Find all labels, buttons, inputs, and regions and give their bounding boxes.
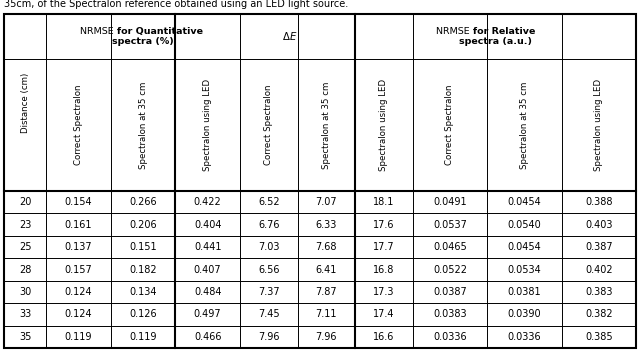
- Text: 0.0540: 0.0540: [508, 220, 541, 230]
- Text: 0.0336: 0.0336: [433, 332, 467, 342]
- Text: 0.383: 0.383: [585, 287, 612, 297]
- Text: Correct Spectralon: Correct Spectralon: [264, 85, 273, 165]
- Text: 0.0390: 0.0390: [508, 309, 541, 319]
- Text: for Relative: for Relative: [472, 27, 535, 36]
- Text: 0.466: 0.466: [194, 332, 221, 342]
- Text: 0.0454: 0.0454: [508, 197, 541, 207]
- Text: Spectralon using LED: Spectralon using LED: [595, 79, 604, 171]
- Text: 16.8: 16.8: [373, 264, 395, 275]
- Text: 23: 23: [19, 220, 31, 230]
- Text: 6.33: 6.33: [316, 220, 337, 230]
- Text: 0.402: 0.402: [585, 264, 612, 275]
- Text: Spectralon at 35 cm: Spectralon at 35 cm: [520, 81, 529, 169]
- Text: 0.0381: 0.0381: [508, 287, 541, 297]
- Text: 33: 33: [19, 309, 31, 319]
- Text: 0.0336: 0.0336: [508, 332, 541, 342]
- Text: 0.182: 0.182: [129, 264, 157, 275]
- Text: 0.385: 0.385: [585, 332, 612, 342]
- Text: Spectralon using LED: Spectralon using LED: [380, 79, 388, 171]
- Text: NRMSE: NRMSE: [81, 27, 117, 36]
- Text: 0.206: 0.206: [129, 220, 157, 230]
- Text: 0.422: 0.422: [194, 197, 221, 207]
- Text: 35: 35: [19, 332, 31, 342]
- Text: 7.68: 7.68: [316, 242, 337, 252]
- Text: 0.387: 0.387: [585, 242, 612, 252]
- Text: 7.96: 7.96: [258, 332, 280, 342]
- Text: 0.382: 0.382: [585, 309, 612, 319]
- Text: 0.266: 0.266: [129, 197, 157, 207]
- Text: 0.497: 0.497: [194, 309, 221, 319]
- Text: 6.76: 6.76: [258, 220, 280, 230]
- Text: 25: 25: [19, 242, 31, 252]
- Text: 0.161: 0.161: [65, 220, 92, 230]
- Text: 17.7: 17.7: [373, 242, 395, 252]
- Text: 28: 28: [19, 264, 31, 275]
- Text: 7.87: 7.87: [316, 287, 337, 297]
- Text: 7.37: 7.37: [258, 287, 280, 297]
- Text: Δ: Δ: [283, 32, 290, 42]
- Text: 16.6: 16.6: [373, 332, 395, 342]
- Text: 30: 30: [19, 287, 31, 297]
- Text: 0.484: 0.484: [194, 287, 221, 297]
- Text: 17.6: 17.6: [373, 220, 395, 230]
- Text: 0.0522: 0.0522: [433, 264, 467, 275]
- Text: Distance (cm): Distance (cm): [20, 73, 29, 133]
- Text: 18.1: 18.1: [373, 197, 395, 207]
- Text: 0.157: 0.157: [65, 264, 92, 275]
- Text: 7.11: 7.11: [316, 309, 337, 319]
- Text: 0.0465: 0.0465: [433, 242, 467, 252]
- Text: Correct Spectralon: Correct Spectralon: [445, 85, 454, 165]
- Text: 7.96: 7.96: [316, 332, 337, 342]
- Text: spectra (a.u.): spectra (a.u.): [459, 37, 532, 46]
- Text: 0.0387: 0.0387: [433, 287, 467, 297]
- Text: 0.407: 0.407: [194, 264, 221, 275]
- Text: 7.45: 7.45: [258, 309, 280, 319]
- Text: 6.52: 6.52: [258, 197, 280, 207]
- Text: Correct Spectralon: Correct Spectralon: [74, 85, 83, 165]
- Text: 0.0537: 0.0537: [433, 220, 467, 230]
- Text: 0.126: 0.126: [129, 309, 157, 319]
- Text: Spectralon using LED: Spectralon using LED: [203, 79, 212, 171]
- Text: 0.404: 0.404: [194, 220, 221, 230]
- Text: 0.154: 0.154: [65, 197, 92, 207]
- Text: 0.0383: 0.0383: [433, 309, 467, 319]
- Text: 20: 20: [19, 197, 31, 207]
- Text: 6.56: 6.56: [258, 264, 280, 275]
- Text: 0.119: 0.119: [129, 332, 157, 342]
- Text: 0.124: 0.124: [65, 287, 92, 297]
- Text: E: E: [290, 32, 296, 42]
- Text: 0.119: 0.119: [65, 332, 92, 342]
- Text: 0.0454: 0.0454: [508, 242, 541, 252]
- Text: 0.0491: 0.0491: [433, 197, 467, 207]
- Text: NRMSE: NRMSE: [436, 27, 472, 36]
- Text: 35cm, of the Spectralon reference obtained using an LED light source.: 35cm, of the Spectralon reference obtain…: [4, 0, 348, 9]
- Text: 0.151: 0.151: [129, 242, 157, 252]
- Text: for Quantitative: for Quantitative: [117, 27, 203, 36]
- Text: 0.0534: 0.0534: [508, 264, 541, 275]
- Text: spectra (%): spectra (%): [112, 37, 174, 46]
- Text: 0.441: 0.441: [194, 242, 221, 252]
- Text: 0.388: 0.388: [585, 197, 612, 207]
- Text: 7.07: 7.07: [316, 197, 337, 207]
- Text: 17.4: 17.4: [373, 309, 395, 319]
- Text: 0.137: 0.137: [65, 242, 92, 252]
- Text: 0.124: 0.124: [65, 309, 92, 319]
- Text: 7.03: 7.03: [258, 242, 280, 252]
- Text: Spectralon at 35 cm: Spectralon at 35 cm: [322, 81, 331, 169]
- Text: 0.403: 0.403: [585, 220, 612, 230]
- Text: Spectralon at 35 cm: Spectralon at 35 cm: [138, 81, 148, 169]
- Text: 17.3: 17.3: [373, 287, 395, 297]
- Text: 0.134: 0.134: [129, 287, 157, 297]
- Text: 6.41: 6.41: [316, 264, 337, 275]
